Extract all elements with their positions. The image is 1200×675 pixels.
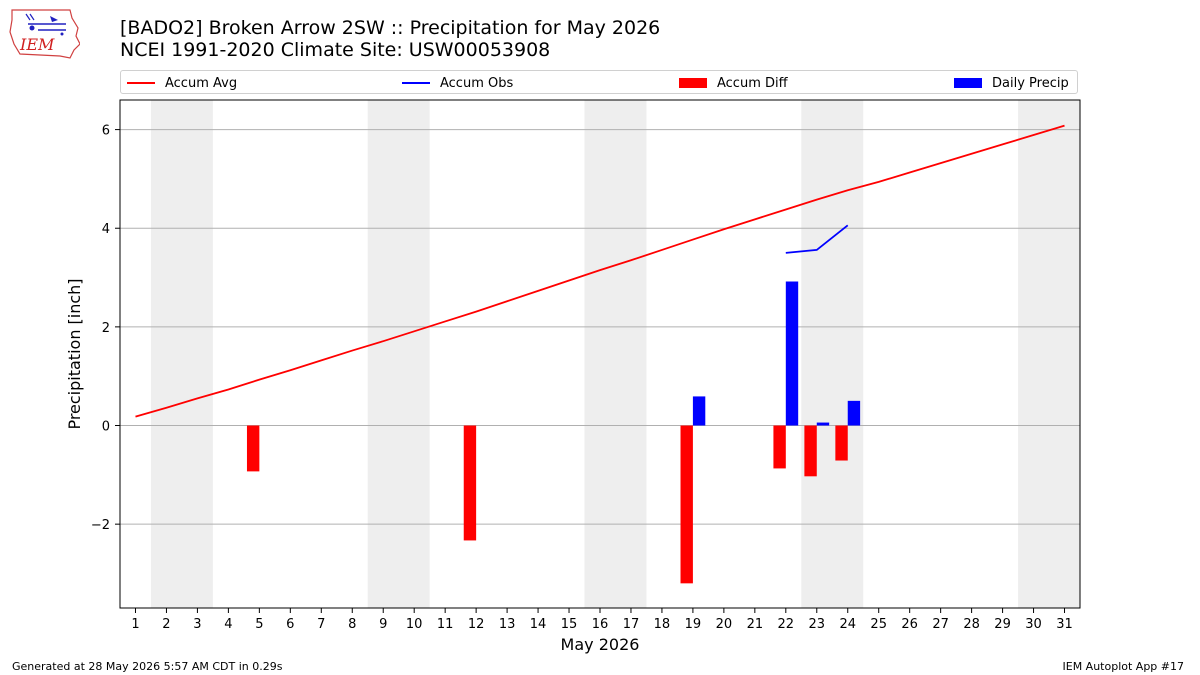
x-tick-label: 23 [809,617,826,632]
x-tick-label: 19 [685,617,702,632]
legend-item-accum-obs: Accum Obs [402,74,513,92]
iem-logo: IEM [9,9,80,59]
legend-item-daily-precip: Daily Precip [954,74,1069,92]
x-tick-label: 20 [716,617,733,632]
x-tick-label: 5 [255,617,263,632]
legend-label-accum-obs: Accum Obs [440,75,514,91]
y-tick-label: 6 [102,124,110,139]
x-tick-label: 16 [592,617,609,632]
bar-accum-diff [804,425,817,477]
x-tick-label: 15 [561,617,578,632]
legend-label-daily-precip: Daily Precip [992,75,1069,91]
y-tick-label: 4 [102,222,110,237]
weekend-band [150,100,213,608]
bar-daily-precip [847,400,861,426]
x-tick-label: 22 [778,617,795,632]
x-tick-label: 11 [437,617,454,632]
x-tick-label: 27 [932,617,949,632]
legend-item-accum-avg: Accum Avg [127,74,237,92]
weekend-band [367,100,430,608]
x-tick-label: 28 [963,617,980,632]
x-tick-label: 2 [162,617,170,632]
line-accum-obs [785,224,849,254]
bar-accum-diff [246,425,260,472]
legend-label-accum-avg: Accum Avg [165,75,238,91]
x-tick-label: 1 [131,617,139,632]
weekend-band [584,100,647,608]
x-tick-label: 29 [994,617,1011,632]
weekend-band [1018,100,1080,608]
logo-text: IEM [19,35,55,54]
x-tick-label: 7 [317,617,325,632]
x-tick-label: 25 [870,617,887,632]
y-tick-label: −2 [91,518,110,533]
bar-daily-precip [785,281,799,426]
bar-daily-precip [816,422,830,426]
y-axis-label: Precipitation [inch] [65,278,84,429]
x-tick-label: 24 [839,617,856,632]
bar-daily-precip [692,396,706,426]
title-line-1: [BADO2] Broken Arrow 2SW :: Precipitatio… [120,17,661,39]
chart-title: [BADO2] Broken Arrow 2SW :: Precipitatio… [120,17,660,61]
y-tick-label: 2 [102,321,110,336]
x-tick-label: 14 [530,617,547,632]
legend-item-accum-diff: Accum Diff [679,74,788,92]
x-tick-label: 26 [901,617,918,632]
legend-label-accum-diff: Accum Diff [717,75,788,91]
x-tick-label: 9 [379,617,387,632]
x-tick-label: 10 [406,617,423,632]
bar-accum-diff [773,425,786,469]
line-accum-avg [135,124,1065,418]
x-tick-label: 4 [224,617,232,632]
x-tick-label: 18 [654,617,671,632]
bar-accum-diff [835,425,848,461]
x-tick-label: 8 [348,617,356,632]
legend: Accum Avg Accum Obs Accum Diff Daily Pre… [120,70,1078,94]
weekend-band [801,100,864,608]
x-axis-label: May 2026 [561,635,640,654]
x-tick-label: 12 [468,617,485,632]
footer-app-id: IEM Autoplot App #17 [1062,660,1185,673]
title-line-2: NCEI 1991-2020 Climate Site: USW00053908 [120,39,551,61]
legend-swatch-accum-avg [127,82,155,84]
bar-accum-diff [463,425,477,541]
bar-accum-diff [680,425,693,584]
x-tick-label: 21 [747,617,764,632]
legend-swatch-accum-obs [402,82,430,84]
x-tick-label: 13 [499,617,516,632]
legend-swatch-accum-diff [679,78,707,88]
footer-generated: Generated at 28 May 2026 5:57 AM CDT in … [12,660,283,673]
legend-swatch-daily-precip [954,78,982,88]
x-tick-label: 3 [193,617,201,632]
x-tick-label: 30 [1025,617,1042,632]
x-tick-label: 17 [623,617,640,632]
x-tick-label: 31 [1056,617,1073,632]
y-tick-label: 0 [102,420,110,435]
x-tick-label: 6 [286,617,294,632]
